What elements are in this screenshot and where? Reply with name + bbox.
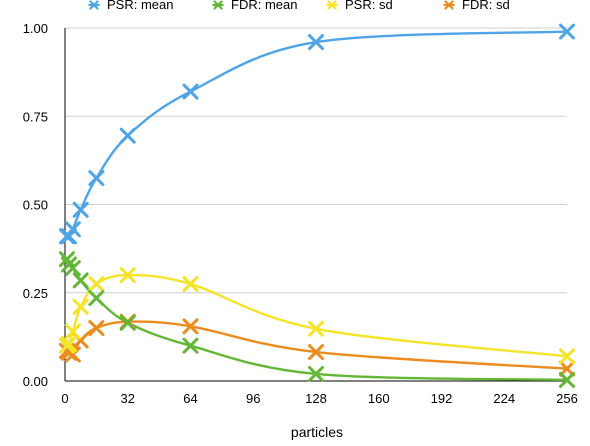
data-point: [182, 337, 199, 354]
series-group: [58, 23, 575, 388]
x-tick-label: 32: [121, 391, 135, 406]
data-point: [119, 314, 136, 331]
data-point: [559, 371, 575, 388]
x-tick-label: 0: [61, 391, 68, 406]
y-tick-label: 1.00: [23, 21, 48, 36]
tick-labels: 0.00 0.25 0.50 0.75 1.00 0 32 64 96 128 160 192 224 2…: [23, 21, 578, 406]
y-tick-label: 0.75: [23, 109, 48, 124]
data-point: [308, 34, 324, 51]
legend-item: FDR: mean: [212, 0, 297, 12]
data-point: [64, 346, 81, 363]
legend-label: PSR: mean: [107, 0, 173, 12]
data-point: [88, 170, 105, 187]
data-point: [72, 201, 89, 218]
x-tick-label: 160: [368, 391, 390, 406]
series-line: [66, 273, 568, 358]
y-tick-label: 0.50: [23, 198, 48, 213]
series-line: [65, 258, 568, 382]
data-point: [60, 228, 77, 245]
x-tick-label: 192: [431, 391, 453, 406]
data-point: [64, 221, 81, 238]
legend-label: FDR: sd: [462, 0, 510, 12]
x-tick-label: 256: [556, 391, 578, 406]
data-point: [308, 365, 324, 382]
x-tick-label: 224: [493, 391, 515, 406]
axes: [64, 28, 567, 382]
data-point: [559, 360, 575, 377]
legend-marker: [212, 0, 224, 10]
data-point: [559, 348, 575, 365]
legend: PSR: mean FDR: mean PSR: sd FDR: sd: [88, 0, 510, 12]
x-tick-label: 96: [246, 391, 260, 406]
data-point: [88, 275, 105, 292]
data-point: [182, 318, 199, 335]
data-point: [88, 320, 105, 337]
legend-marker: [88, 0, 100, 10]
data-point: [119, 127, 136, 144]
data-point: [64, 323, 81, 340]
data-point: [182, 83, 199, 100]
grid-lines: [65, 27, 567, 294]
data-point: [72, 272, 89, 289]
y-tick-label: 0.00: [23, 374, 48, 389]
data-point: [308, 344, 324, 361]
series-line: [66, 30, 568, 238]
legend-label: FDR: mean: [231, 0, 297, 12]
legend-marker: [443, 0, 455, 10]
legend-item: PSR: sd: [326, 0, 393, 12]
legend-label: PSR: sd: [345, 0, 393, 12]
legend-item: FDR: sd: [443, 0, 510, 12]
data-point: [88, 290, 105, 307]
data-point: [64, 260, 81, 277]
data-point: [182, 275, 199, 292]
data-point: [119, 267, 136, 284]
legend-item: PSR: mean: [88, 0, 173, 12]
x-tick-label: 128: [305, 391, 327, 406]
legend-marker: [326, 0, 338, 10]
y-tick-label: 0.25: [23, 286, 48, 301]
data-point: [60, 335, 77, 352]
data-point: [308, 320, 324, 337]
data-point: [72, 298, 89, 315]
x-axis-title: particles: [291, 424, 343, 440]
data-point: [559, 23, 575, 40]
x-tick-label: 64: [183, 391, 197, 406]
